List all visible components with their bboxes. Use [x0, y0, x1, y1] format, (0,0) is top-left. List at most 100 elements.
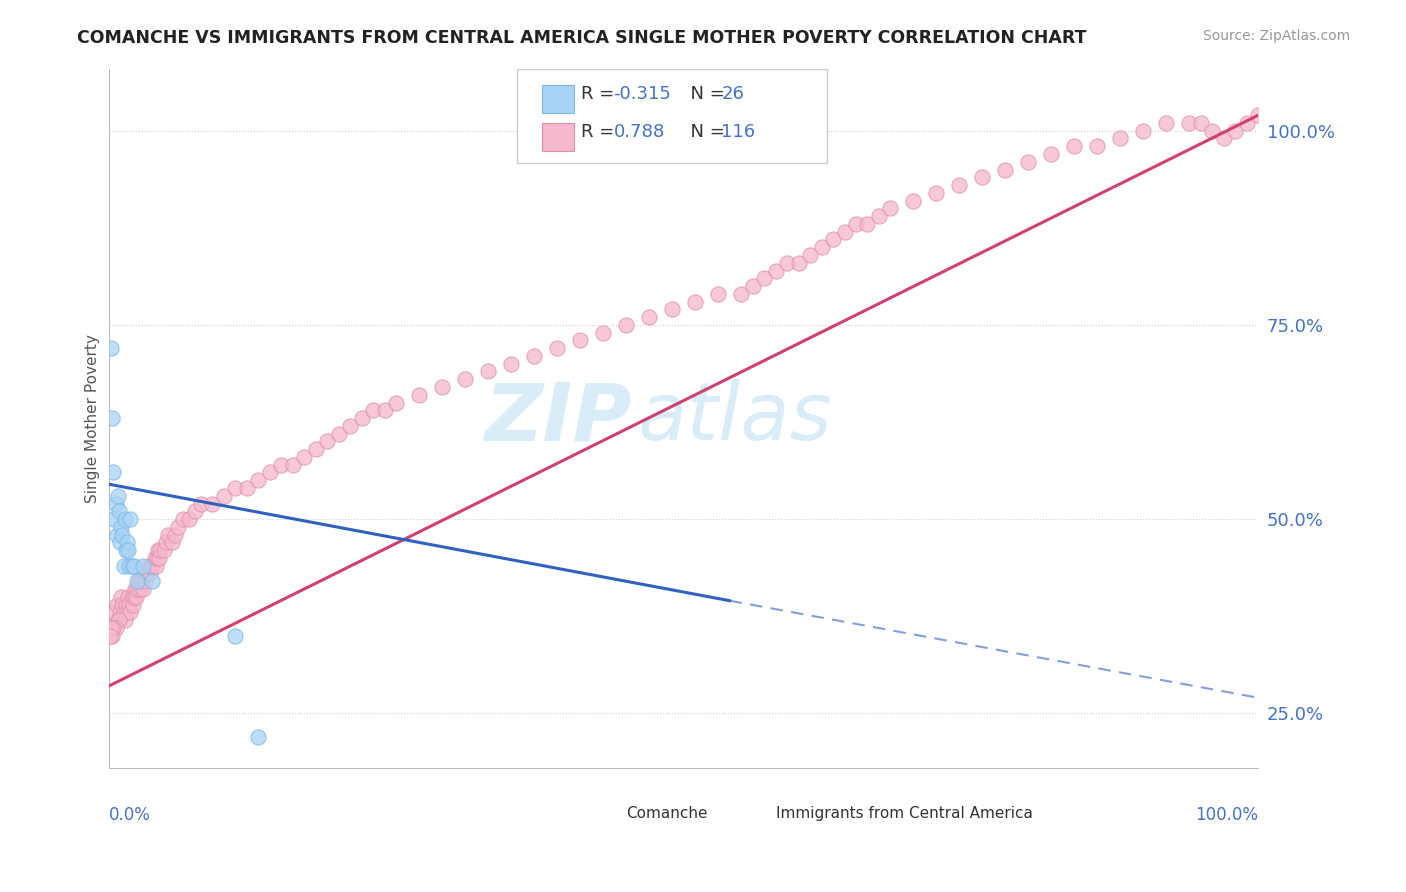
Point — [114, 512, 136, 526]
Point — [108, 504, 131, 518]
Point — [1132, 123, 1154, 137]
Point — [122, 590, 145, 604]
Point — [148, 551, 170, 566]
Point — [118, 558, 141, 573]
Point — [104, 621, 127, 635]
Point — [134, 574, 156, 589]
Point — [100, 341, 122, 355]
Point — [121, 598, 143, 612]
Point — [98, 629, 121, 643]
Point — [339, 418, 361, 433]
FancyBboxPatch shape — [741, 800, 769, 825]
Point — [477, 364, 499, 378]
Point — [683, 294, 706, 309]
Point — [821, 232, 844, 246]
Point — [138, 558, 160, 573]
Point — [523, 349, 546, 363]
Point — [112, 605, 135, 619]
Point — [103, 466, 125, 480]
Point — [350, 411, 373, 425]
Point — [117, 543, 139, 558]
Point — [110, 590, 132, 604]
Point — [385, 395, 408, 409]
Point — [638, 310, 661, 325]
FancyBboxPatch shape — [543, 85, 574, 112]
Point — [172, 512, 194, 526]
Point — [103, 621, 125, 635]
Point — [499, 357, 522, 371]
Point — [121, 558, 143, 573]
Point — [361, 403, 384, 417]
Point — [270, 458, 292, 472]
Point — [1225, 123, 1247, 137]
Point — [1040, 147, 1063, 161]
Point — [925, 186, 948, 200]
Point — [799, 248, 821, 262]
Point — [114, 613, 136, 627]
Point — [430, 380, 453, 394]
Point — [224, 481, 246, 495]
Point — [122, 558, 145, 573]
Point — [730, 286, 752, 301]
FancyBboxPatch shape — [517, 69, 827, 163]
Point — [1247, 108, 1270, 122]
Text: COMANCHE VS IMMIGRANTS FROM CENTRAL AMERICA SINGLE MOTHER POVERTY CORRELATION CH: COMANCHE VS IMMIGRANTS FROM CENTRAL AMER… — [77, 29, 1087, 46]
Point — [212, 489, 235, 503]
Point — [741, 279, 763, 293]
Point — [166, 520, 188, 534]
Point — [155, 535, 177, 549]
Point — [115, 598, 138, 612]
Text: 26: 26 — [721, 85, 744, 103]
Point — [292, 450, 315, 464]
Point — [1236, 116, 1258, 130]
Text: ZIP: ZIP — [485, 379, 631, 457]
Text: Comanche: Comanche — [626, 805, 707, 821]
Point — [281, 458, 304, 472]
Point — [810, 240, 832, 254]
Point — [143, 551, 166, 566]
Text: N =: N = — [679, 123, 731, 141]
Point — [145, 558, 167, 573]
Point — [115, 605, 138, 619]
Point — [454, 372, 477, 386]
Text: 100.0%: 100.0% — [1195, 806, 1258, 824]
Point — [103, 605, 125, 619]
Point — [765, 263, 787, 277]
Point — [224, 629, 246, 643]
Point — [141, 558, 163, 573]
Point — [101, 411, 124, 425]
Point — [146, 543, 169, 558]
Point — [1109, 131, 1132, 145]
Point — [592, 326, 614, 340]
Point — [328, 426, 350, 441]
Point — [1017, 154, 1039, 169]
Point — [1178, 116, 1201, 130]
Point — [787, 256, 810, 270]
Text: -0.315: -0.315 — [613, 85, 671, 103]
Point — [1201, 123, 1223, 137]
Point — [135, 566, 157, 581]
Point — [149, 543, 172, 558]
Point — [105, 598, 128, 612]
Point — [1156, 116, 1178, 130]
Point — [201, 497, 224, 511]
Point — [104, 497, 127, 511]
Point — [107, 613, 129, 627]
Point — [127, 574, 149, 589]
Point — [776, 256, 799, 270]
Point — [868, 209, 890, 223]
Point — [304, 442, 326, 457]
Point — [157, 527, 180, 541]
Point — [125, 590, 148, 604]
Point — [110, 520, 132, 534]
Point — [661, 302, 683, 317]
Point — [111, 527, 134, 541]
Point — [190, 497, 212, 511]
Point — [569, 334, 592, 348]
Point — [879, 202, 901, 216]
Point — [316, 434, 339, 449]
Point — [948, 178, 970, 192]
Point — [111, 598, 134, 612]
Point — [141, 558, 163, 573]
Point — [1213, 131, 1236, 145]
